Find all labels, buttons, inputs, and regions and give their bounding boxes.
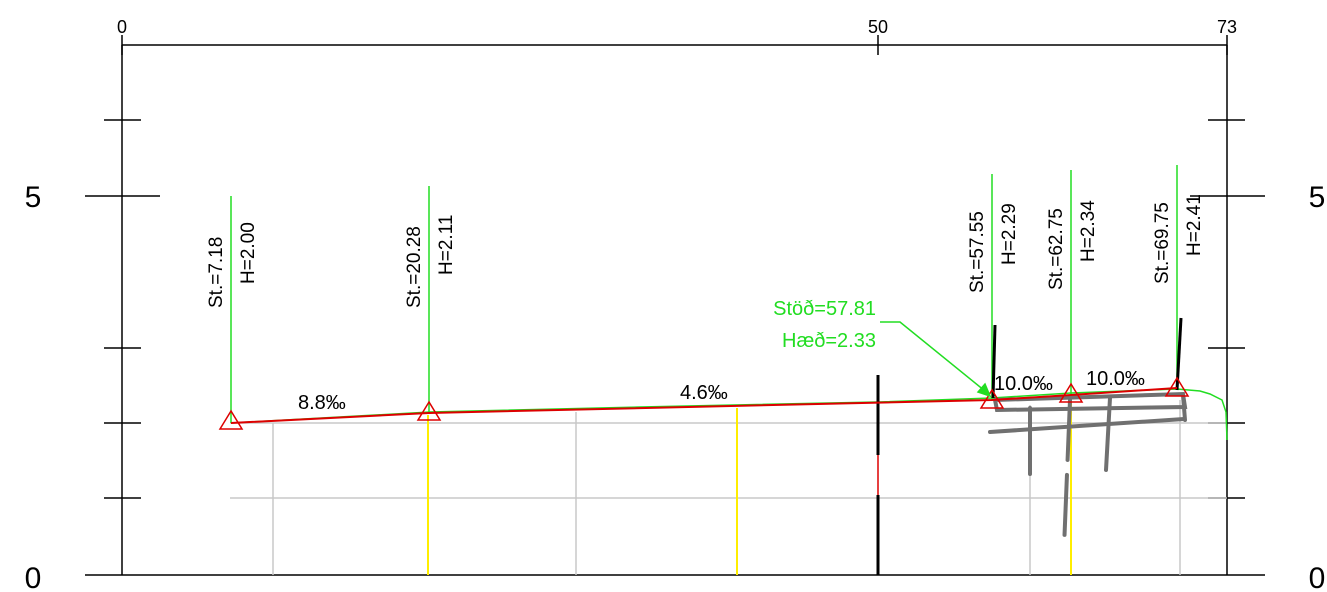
station-label-st: St.=7.18: [206, 237, 227, 308]
x-tick-0: 0: [117, 17, 127, 37]
station-label-h: H=2.34: [1078, 200, 1099, 262]
grade-label: 10.0‰: [1086, 368, 1145, 390]
grade-label: 8.8‰: [298, 392, 346, 414]
station-label-st: St.=57.55: [967, 211, 988, 293]
structure: [988, 391, 1188, 550]
station-label-st: St.=20.28: [404, 226, 425, 308]
y-label-right-5: 5: [1309, 181, 1326, 214]
callout-leader: [880, 321, 992, 398]
frame: [85, 35, 1265, 576]
yellow-markers: [427, 395, 1072, 575]
station-label-h: H=2.11: [436, 215, 457, 275]
grade-label: 4.6‰: [680, 382, 728, 404]
left-axis-ticks: [85, 119, 160, 499]
station-label-st: St.=69.75: [1152, 202, 1173, 284]
grade-label: 10.0‰: [994, 373, 1053, 395]
x-tick-50: 50: [868, 17, 888, 37]
station-label-h: H=2.41: [1184, 194, 1205, 256]
station-label-h: H=2.29: [999, 203, 1020, 265]
callout-station: Stöð=57.81: [773, 298, 876, 320]
station-labels: St.=7.18 H=2.00 St.=20.28 H=2.11 St.=57.…: [206, 194, 1205, 308]
station-markers: [218, 376, 1190, 430]
station-label-st: St.=62.75: [1046, 208, 1067, 290]
y-label-left-0: 0: [25, 562, 42, 592]
y-label-right-0: 0: [1309, 562, 1326, 592]
station-label-h: H=2.00: [238, 222, 259, 284]
design-line: [230, 387, 1178, 424]
y-label-left-5: 5: [25, 181, 42, 214]
callout-height: Hæð=2.33: [782, 330, 876, 352]
x-tick-73: 73: [1217, 17, 1237, 37]
station-lines: [230, 165, 1178, 423]
